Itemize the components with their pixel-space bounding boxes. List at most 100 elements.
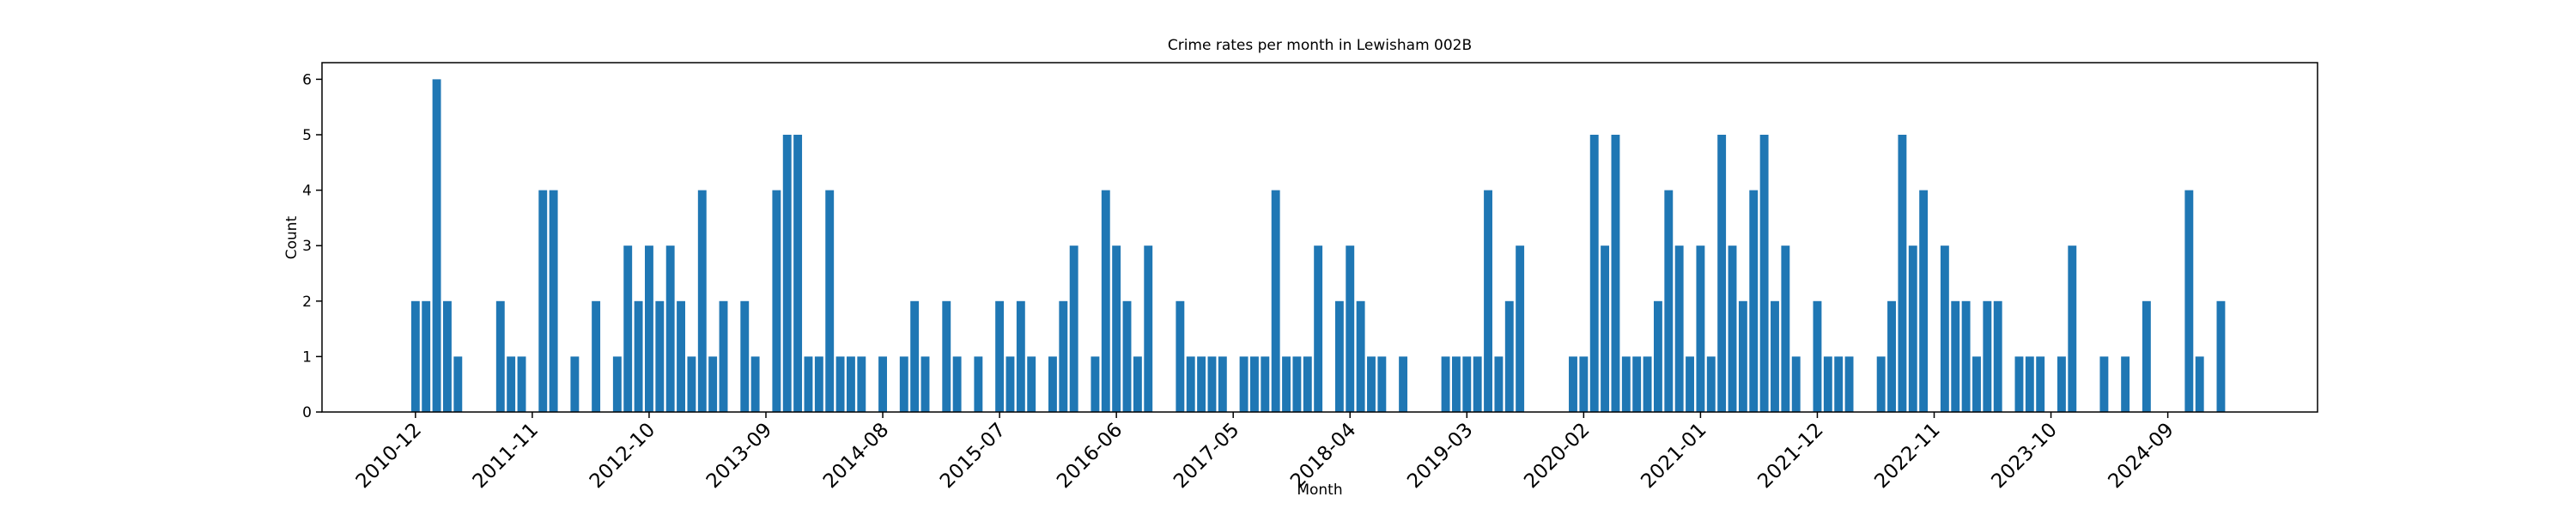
bar	[857, 356, 866, 412]
bar	[507, 356, 516, 412]
bar	[1261, 356, 1270, 412]
bar	[623, 245, 633, 412]
bar	[750, 356, 760, 412]
bar	[1834, 356, 1844, 412]
bar	[644, 245, 653, 412]
bar	[1611, 134, 1620, 412]
bar	[1016, 300, 1025, 412]
bar	[942, 300, 951, 412]
bar	[835, 356, 845, 412]
bar	[910, 300, 920, 412]
bar	[1292, 356, 1302, 412]
bar	[1919, 190, 1929, 413]
bar	[410, 300, 420, 412]
bar	[1197, 356, 1206, 412]
x-tick-label: 2021-12	[1753, 419, 1827, 493]
bar	[825, 190, 835, 413]
x-axis-label: Month	[1297, 482, 1342, 499]
x-tick-label: 2013-09	[702, 419, 776, 493]
bar	[1356, 300, 1365, 412]
bar	[1898, 134, 1907, 412]
y-tick-label: 6	[302, 71, 312, 88]
bar	[1791, 356, 1801, 412]
x-tick-label: 2011-11	[469, 419, 543, 493]
bar	[665, 245, 675, 412]
x-tick-label: 2023-10	[1987, 419, 2061, 493]
bar	[1441, 356, 1450, 412]
bar	[1207, 356, 1217, 412]
bar	[2057, 356, 2066, 412]
y-tick-label: 1	[302, 348, 312, 366]
x-tick-label: 2022-11	[1870, 419, 1944, 493]
bar	[1738, 300, 1747, 412]
bar	[1887, 300, 1896, 412]
bar	[432, 79, 441, 412]
bar	[1632, 356, 1642, 412]
bar	[2099, 356, 2109, 412]
y-tick-label: 4	[302, 183, 312, 200]
bar	[1473, 356, 1482, 412]
bar	[1961, 300, 1971, 412]
x-tick-label: 2015-07	[936, 419, 1010, 493]
plot-frame	[321, 62, 2318, 413]
bar	[1101, 190, 1110, 413]
chart-title: Crime rates per month in Lewisham 002B	[1168, 37, 1472, 54]
bar	[1239, 356, 1249, 412]
bar	[846, 356, 855, 412]
bar	[1749, 190, 1759, 413]
y-axis-label: Count	[283, 215, 301, 259]
bar	[1303, 356, 1312, 412]
bar	[2216, 300, 2226, 412]
bar	[1771, 300, 1779, 412]
bar	[2184, 190, 2194, 413]
bar	[1069, 245, 1078, 412]
bar	[1367, 356, 1376, 412]
bar	[974, 356, 983, 412]
bar	[549, 190, 558, 413]
bar	[1484, 190, 1492, 413]
bar	[2121, 356, 2130, 412]
bar	[1504, 300, 1514, 412]
bar	[1653, 300, 1662, 412]
bar	[1643, 356, 1652, 412]
bar	[1059, 300, 1068, 412]
bar	[1112, 245, 1121, 412]
x-tick-label: 2016-06	[1053, 419, 1127, 493]
bar	[782, 134, 792, 412]
bar	[453, 356, 463, 412]
bar	[1377, 356, 1387, 412]
bar	[1993, 300, 2002, 412]
bar	[814, 356, 823, 412]
y-tick-label: 0	[302, 404, 312, 421]
y-tick-label: 2	[302, 294, 312, 311]
y-tick-label: 3	[302, 238, 312, 255]
bar	[793, 134, 803, 412]
bar	[1218, 356, 1227, 412]
bar	[708, 356, 718, 412]
bar	[1759, 134, 1769, 412]
bar	[495, 300, 505, 412]
bar	[1399, 356, 1408, 412]
bar	[1144, 245, 1153, 412]
bar	[2025, 356, 2034, 412]
bar	[1601, 245, 1610, 412]
bar	[772, 190, 781, 413]
bar	[655, 300, 665, 412]
bar	[1122, 300, 1132, 412]
x-tick-label: 2024-09	[2105, 419, 2178, 493]
bar	[1579, 356, 1589, 412]
bar	[677, 300, 685, 412]
bar	[687, 356, 696, 412]
bar	[517, 356, 526, 412]
bar	[1823, 356, 1832, 412]
bar	[1664, 190, 1674, 413]
bar	[1005, 356, 1015, 412]
bar	[442, 300, 452, 412]
bar	[952, 356, 962, 412]
bar	[1091, 356, 1100, 412]
bar	[1686, 356, 1694, 412]
y-tick-label: 5	[302, 127, 312, 144]
bar	[1589, 134, 1599, 412]
bar	[1282, 356, 1291, 412]
bar	[1516, 245, 1525, 412]
